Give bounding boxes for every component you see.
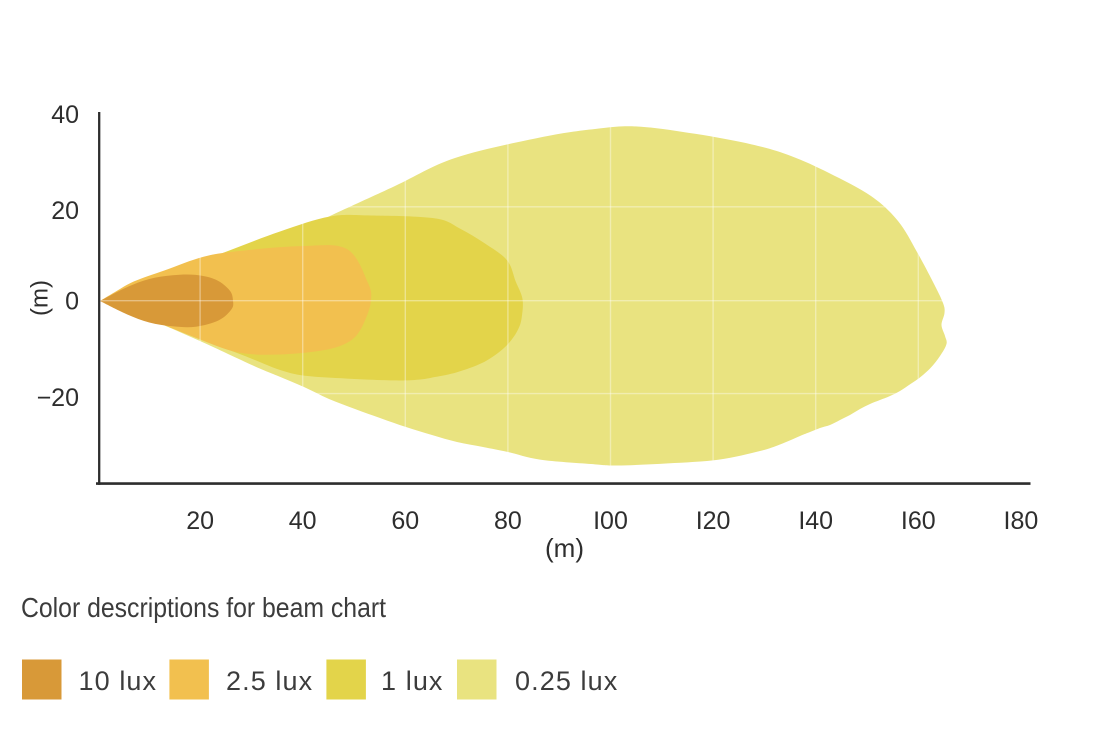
svg-text:40: 40 (289, 507, 317, 535)
svg-text:I00: I00 (593, 507, 628, 535)
svg-text:10 lux: 10 lux (79, 666, 158, 696)
svg-text:Color descriptions for beam ch: Color descriptions for beam chart (21, 592, 386, 623)
svg-text:I40: I40 (798, 507, 833, 535)
svg-text:20: 20 (51, 197, 79, 225)
svg-text:I20: I20 (696, 507, 731, 535)
svg-text:20: 20 (186, 507, 214, 535)
svg-text:(m): (m) (27, 280, 54, 316)
svg-text:40: 40 (51, 101, 79, 129)
svg-text:(m): (m) (545, 533, 584, 563)
svg-text:−20: −20 (37, 384, 79, 412)
svg-text:I80: I80 (1004, 507, 1039, 535)
svg-text:0: 0 (65, 288, 79, 316)
svg-text:60: 60 (391, 507, 419, 535)
svg-text:80: 80 (494, 507, 522, 535)
svg-text:2.5 lux: 2.5 lux (226, 666, 313, 696)
svg-text:0.25 lux: 0.25 lux (515, 666, 618, 696)
svg-text:1 lux: 1 lux (381, 666, 444, 696)
svg-text:I60: I60 (901, 507, 936, 535)
